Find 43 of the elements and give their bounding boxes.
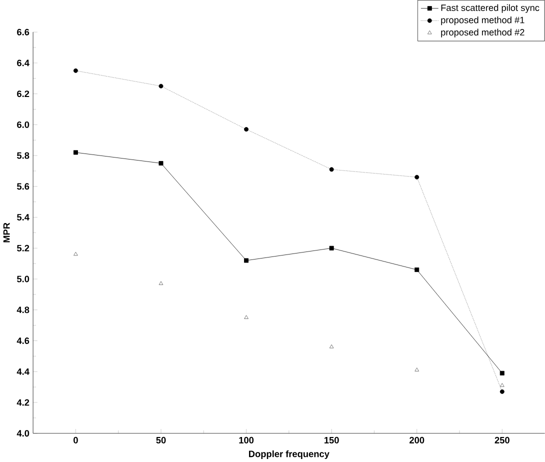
point: [73, 68, 78, 73]
y-tick-label: 5.2: [17, 244, 30, 252]
y-tick-label: 6.0: [17, 121, 30, 128]
y-tick-label: 4.4: [16, 368, 30, 375]
point: [158, 281, 164, 285]
x-tick-label: 50: [156, 436, 166, 444]
point: [500, 389, 504, 394]
y-tick-label: 6.4: [17, 60, 30, 66]
y-tick-label: 4.8: [16, 306, 30, 313]
y-tick-label: 4.0: [16, 430, 30, 436]
point: [73, 150, 78, 155]
point: [244, 314, 248, 319]
legend-label: proposed method #1: [441, 16, 524, 25]
point: [414, 174, 420, 180]
point: [329, 246, 334, 250]
point: [414, 367, 420, 372]
point: [158, 160, 164, 166]
x-tick-label: 250: [494, 436, 510, 444]
y-tick-label: 5.8: [17, 152, 30, 159]
point: [329, 167, 334, 172]
y-tick-label: 6.2: [17, 90, 30, 97]
x-tick-label: 200: [410, 436, 424, 444]
point: [158, 84, 164, 88]
y-tick-label: 4.6: [16, 337, 30, 344]
y-tick-label: 4.2: [16, 399, 30, 406]
y-tick-label: 5.6: [17, 182, 30, 190]
y-tick-label: 5.0: [17, 276, 30, 282]
point: [329, 344, 334, 348]
legend-label: Fast scattered pilot sync: [441, 4, 540, 13]
point: [74, 252, 78, 256]
x-tick-label: 100: [239, 436, 254, 444]
x-tick-label: 0: [74, 436, 78, 444]
point: [244, 126, 249, 132]
x-axis-title: Doppler frequency: [249, 450, 330, 459]
point: [500, 370, 504, 376]
y-axis-title: MPR: [3, 222, 10, 242]
x-tick-label: 150: [324, 436, 339, 444]
y-tick-label: 5.4: [17, 214, 30, 220]
y-tick-label: 6.6: [17, 28, 30, 36]
legend-label: proposed method #2: [441, 28, 524, 38]
point: [500, 382, 504, 387]
point: [244, 258, 249, 263]
point: [414, 267, 420, 272]
